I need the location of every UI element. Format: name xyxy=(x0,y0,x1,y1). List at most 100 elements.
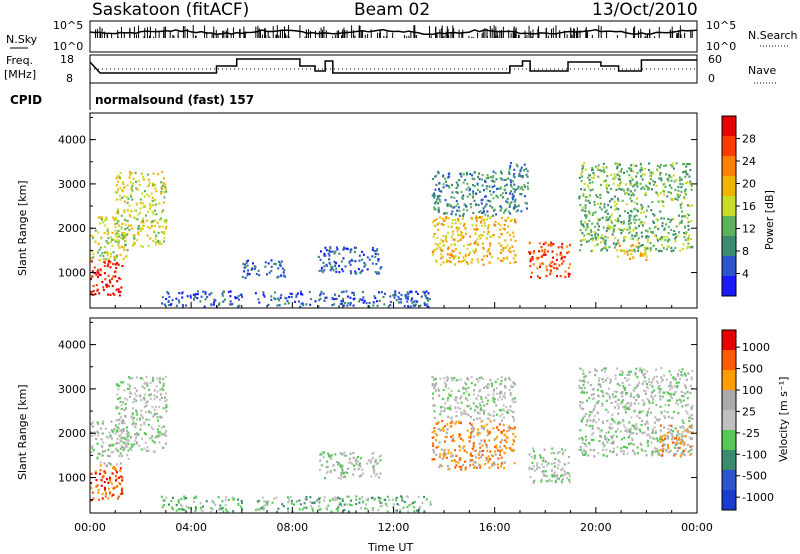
scatter-cell xyxy=(118,224,121,227)
scatter-cell xyxy=(603,246,606,249)
scatter-cell xyxy=(90,257,93,260)
scatter-cell xyxy=(149,237,152,240)
scatter-cell xyxy=(677,374,680,377)
scatter-cell xyxy=(492,396,495,399)
scatter-cell xyxy=(445,184,448,187)
scatter-cell xyxy=(634,424,637,427)
scatter-cell xyxy=(295,294,298,297)
scatter-cell xyxy=(435,453,438,456)
scatter-cell xyxy=(462,235,465,238)
scatter-cell xyxy=(350,258,353,261)
scatter-cell xyxy=(473,199,476,202)
scatter-cell xyxy=(374,460,376,463)
scatter-cell xyxy=(263,504,266,507)
scatter-cell xyxy=(628,249,631,252)
scatter-cell xyxy=(338,294,341,298)
scatter-cell xyxy=(337,506,340,509)
scatter-cell xyxy=(341,268,343,271)
scatter-cell xyxy=(649,436,652,439)
scatter-cell xyxy=(650,441,653,444)
scatter-cell xyxy=(238,304,241,307)
scatter-cell xyxy=(107,263,110,266)
scatter-cell xyxy=(474,192,477,195)
scatter-cell xyxy=(500,207,503,210)
scatter-cell xyxy=(445,383,448,386)
scatter-cell xyxy=(686,443,689,447)
scatter-cell xyxy=(641,168,644,171)
scatter-cell xyxy=(135,437,137,440)
scatter-cell xyxy=(333,469,336,472)
scatter-cell xyxy=(194,507,197,510)
scatter-cell xyxy=(583,238,586,241)
scatter-cell xyxy=(623,239,626,242)
scatter-cell xyxy=(556,473,559,476)
scatter-cell xyxy=(136,434,139,437)
scatter-cell xyxy=(444,238,447,241)
scatter-cell xyxy=(131,445,134,448)
scatter-cell xyxy=(524,185,526,188)
scatter-cell xyxy=(436,223,439,226)
scatter-cell xyxy=(607,224,610,227)
scatter-cell xyxy=(616,422,619,425)
nsky-line xyxy=(89,28,698,35)
scatter-cell xyxy=(450,261,452,264)
scatter-cell xyxy=(164,434,167,437)
scatter-cell xyxy=(628,214,631,217)
scatter-cell xyxy=(690,245,693,248)
scatter-cell xyxy=(145,219,148,222)
scatter-cell xyxy=(587,199,590,202)
scatter-cell xyxy=(664,403,667,406)
scatter-cell xyxy=(326,470,329,473)
scatter-cell xyxy=(623,171,625,174)
scatter-cell xyxy=(483,189,485,192)
scatter-cell xyxy=(450,459,453,462)
scatter-cell xyxy=(661,222,664,225)
scatter-cell xyxy=(493,208,496,211)
scatter-cell xyxy=(121,445,124,449)
scatter-cell xyxy=(153,408,156,411)
scatter-cell xyxy=(156,412,159,415)
scatter-cell xyxy=(683,444,686,447)
scatter-cell xyxy=(685,410,688,413)
scatter-cell xyxy=(477,204,480,207)
scatter-cell xyxy=(116,449,119,452)
scatter-cell xyxy=(343,246,345,249)
scatter-cell xyxy=(519,168,522,171)
scatter-cell xyxy=(500,380,503,383)
scatter-cell xyxy=(580,243,583,246)
scatter-cell xyxy=(295,500,298,503)
scatter-cell xyxy=(612,229,615,233)
scatter-cell xyxy=(470,431,473,434)
scatter-cell xyxy=(646,410,649,413)
scatter-cell xyxy=(114,432,117,435)
scatter-cell xyxy=(502,257,505,260)
scatter-cell xyxy=(360,474,363,477)
scatter-cell xyxy=(286,299,289,303)
scatter-cell xyxy=(494,450,497,453)
scatter-cell xyxy=(401,499,404,502)
scatter-cell xyxy=(612,182,615,185)
scatter-cell xyxy=(661,438,664,441)
scatter-cell xyxy=(311,501,314,504)
scatter-cell xyxy=(596,370,599,373)
scatter-cell xyxy=(513,173,516,176)
scatter-cell xyxy=(447,176,450,179)
scatter-cell xyxy=(649,171,652,174)
scatter-cell xyxy=(398,298,401,301)
scatter-cell xyxy=(510,384,513,387)
scatter-cell xyxy=(118,412,121,415)
scatter-cell xyxy=(330,266,333,269)
scatter-cell xyxy=(164,406,167,409)
scatter-cell xyxy=(143,447,146,450)
scatter-cell xyxy=(498,408,501,412)
scatter-cell xyxy=(581,407,584,410)
scatter-cell xyxy=(503,178,506,182)
scatter-cell xyxy=(689,431,692,434)
scatter-cell xyxy=(659,424,662,427)
scatter-cell xyxy=(632,432,635,435)
scatter-cell xyxy=(509,250,512,254)
scatter-cell xyxy=(161,387,163,390)
scatter-cell xyxy=(602,367,605,370)
scatter-cell xyxy=(338,252,341,255)
scatter-cell xyxy=(628,383,631,386)
